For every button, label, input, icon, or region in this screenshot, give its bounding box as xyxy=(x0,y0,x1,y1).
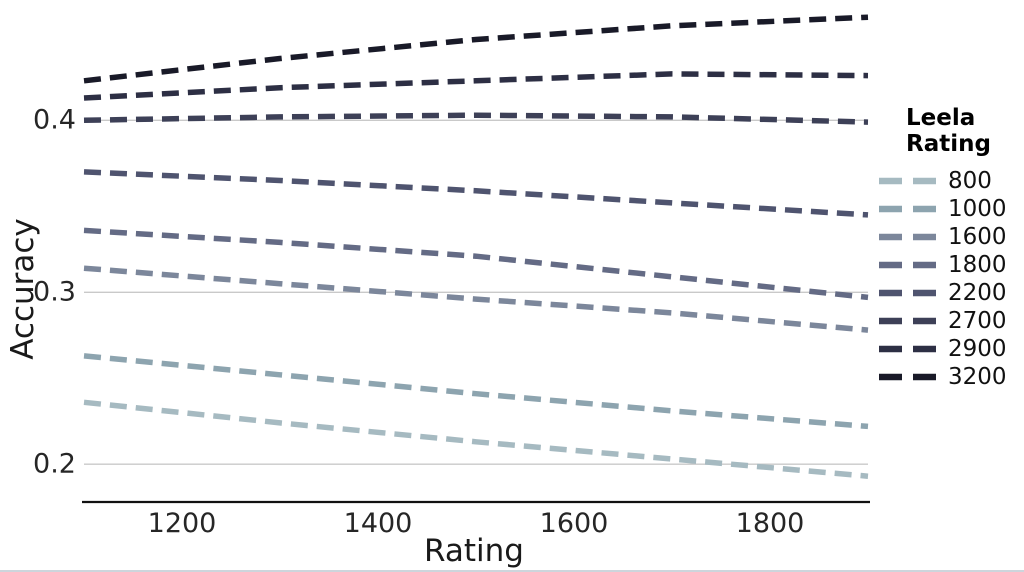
legend-label-2700: 2700 xyxy=(948,307,1007,334)
series-line-2900 xyxy=(83,71,869,101)
bottom-edge-line xyxy=(0,570,1024,572)
legend-label-2200: 2200 xyxy=(948,279,1007,306)
legend-label-1000: 1000 xyxy=(948,195,1007,222)
legend-swatch-3200 xyxy=(879,373,936,381)
legend-label-3200: 3200 xyxy=(948,363,1007,390)
x-tick-label-1400: 1400 xyxy=(343,508,413,539)
series-line-1800 xyxy=(83,227,869,301)
legend-swatch-800 xyxy=(879,177,936,185)
legend-title: Leela Rating xyxy=(906,105,991,158)
legend-swatch-2900 xyxy=(879,345,936,353)
legend-item-1800: 1800 xyxy=(879,251,1024,279)
series-line-2200 xyxy=(83,169,869,218)
x-tick-label-1600: 1600 xyxy=(539,508,609,539)
y-tick-label-0.3: 0.3 xyxy=(33,276,76,308)
series-line-1000 xyxy=(83,353,869,430)
legend-swatch-1000 xyxy=(879,205,936,213)
x-tick-label-1200: 1200 xyxy=(147,508,217,539)
legend-item-800: 800 xyxy=(879,167,1024,195)
series-line-800 xyxy=(83,399,869,479)
legend-item-2700: 2700 xyxy=(879,307,1024,335)
x-tick-label-1800: 1800 xyxy=(735,508,805,539)
legend-label-800: 800 xyxy=(948,167,992,194)
legend: Leela Rating 800 1000 1600 1800 2200 2700 2900… xyxy=(879,105,1024,391)
legend-swatch-2700 xyxy=(879,317,936,325)
x-axis-title: Rating xyxy=(424,533,524,569)
legend-item-2200: 2200 xyxy=(879,279,1024,307)
series-line-1600 xyxy=(83,265,869,333)
legend-label-1600: 1600 xyxy=(948,223,1007,250)
series-line-3200 xyxy=(83,14,869,84)
legend-swatch-2200 xyxy=(879,289,936,297)
legend-item-3200: 3200 xyxy=(879,363,1024,391)
legend-item-1000: 1000 xyxy=(879,195,1024,223)
legend-item-1600: 1600 xyxy=(879,223,1024,251)
legend-item-2900: 2900 xyxy=(879,335,1024,363)
legend-swatch-1800 xyxy=(879,261,936,269)
series-line-2700 xyxy=(83,112,869,125)
legend-label-2900: 2900 xyxy=(948,335,1007,362)
y-tick-label-0.2: 0.2 xyxy=(33,448,76,480)
legend-label-1800: 1800 xyxy=(948,251,1007,278)
y-tick-label-0.4: 0.4 xyxy=(33,104,76,136)
legend-swatch-1600 xyxy=(879,233,936,241)
legend-items: 800 1000 1600 1800 2200 2700 2900 3200 xyxy=(879,167,1024,391)
